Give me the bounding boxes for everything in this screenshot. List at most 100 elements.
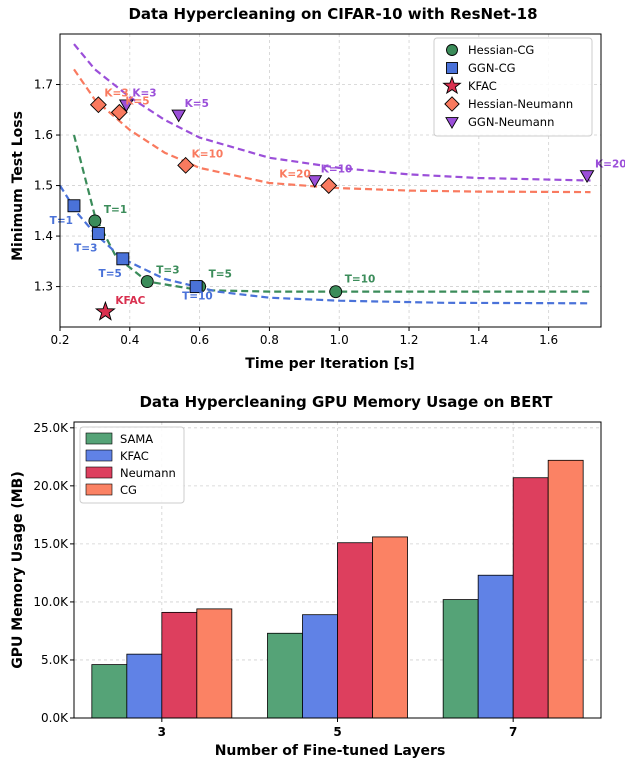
fit-curve-hessian-cg (72, 134, 591, 293)
hessian-neumann-point (89, 96, 107, 114)
chart2-ticks: 0.0K 5.0K 10.0K 15.0K 20.0K 25.0K 3 5 7 (33, 421, 517, 739)
chart2-legend: SAMA KFAC Neumann CG (79, 426, 185, 504)
legend-label-neumann: Neumann (120, 466, 176, 480)
ggn-neumann-point (579, 170, 595, 183)
fit-curve-ggn-neumann (73, 43, 591, 182)
hessian-cg-point-label: T=10 (345, 274, 376, 286)
kfac-point-label: KFAC (115, 295, 145, 307)
ggn-cg-point-label: T=10 (182, 291, 213, 303)
chart1-y-tick-label: 1.4 (34, 229, 53, 243)
hessian-neumann-point-label: K=5 (125, 95, 149, 107)
bar-neumann-5 (337, 542, 373, 719)
chart2-y-tick-label: 20.0K (33, 479, 69, 493)
chart1-x-tick-label: 0.6 (190, 333, 209, 347)
bar-kfac-7 (477, 574, 514, 719)
legend-label-sama: SAMA (120, 432, 153, 446)
kfac-point (94, 300, 116, 321)
hessian-cg-point (140, 275, 154, 288)
chart1-legend: Hessian-CG GGN-CG KFAC Hessian-Neumann GGN-N… (433, 37, 593, 137)
chart1-point-labels: T=1 T=3 T=5 T=10 T=1 T=3 T=5 T=10 KFAC K=3K=5 K=10… (50, 88, 625, 307)
legend-marker-hessian-neumann (444, 96, 460, 112)
chart2-x-tick-label: 3 (158, 725, 166, 739)
hessian-neumann-point (320, 177, 338, 194)
hessian-neumann-point (177, 156, 195, 174)
chart1-y-tick-label: 1.6 (34, 128, 53, 142)
bar-kfac-3 (126, 653, 163, 719)
legend-label-cg: CG (120, 483, 137, 497)
ggn-cg-point-label: T=1 (50, 215, 73, 227)
bar-sama-5 (267, 632, 303, 719)
chart2-bars (91, 459, 584, 719)
chart1-points (67, 96, 595, 321)
hessian-cg-point (329, 285, 343, 299)
chart2-y-tick-label: 25.0K (33, 421, 69, 435)
chart1-x-tick-label: 1.6 (539, 333, 558, 347)
hessian-cg-point-label: T=1 (104, 204, 127, 216)
ggn-cg-point (116, 252, 130, 266)
bar-sama-7 (442, 599, 479, 719)
chart2-y-tick-label: 10.0K (33, 595, 69, 609)
chart1-y-tick-label: 1.3 (34, 280, 53, 294)
chart1-x-tick-label: 1.4 (469, 333, 488, 347)
chart1-title: Data Hypercleaning on CIFAR-10 with ResN… (128, 5, 537, 23)
hessian-neumann-point-label: K=10 (192, 148, 224, 160)
legend-marker-hessian-cg (446, 44, 458, 56)
legend-swatch-kfac (85, 449, 113, 462)
hessian-neumann-point-label: K=20 (279, 169, 311, 181)
fit-curve-ggn-cg (59, 185, 591, 305)
ggn-cg-point (91, 227, 105, 240)
legend-marker-kfac (442, 75, 462, 95)
bar-cg-5 (372, 536, 408, 719)
bar-cg-7 (547, 459, 584, 719)
chart1-y-tick-label: 1.7 (34, 78, 53, 92)
chart1-plot-frame (59, 33, 602, 328)
chart2-title: Data Hypercleaning GPU Memory Usage on B… (139, 393, 553, 411)
chart1-y-axis-label: Minimum Test Loss (10, 111, 26, 261)
chart2-x-tick-label: 5 (333, 725, 341, 739)
chart1-legend-box (433, 37, 593, 137)
ggn-neumann-point (307, 175, 323, 188)
chart2-x-tick-label: 7 (509, 725, 517, 739)
legend-label-kfac: KFAC (120, 449, 149, 463)
bar-neumann-3 (161, 611, 198, 719)
ggn-cg-point (189, 280, 203, 294)
chart1-x-tick-label: 0.4 (120, 333, 139, 347)
ggn-neumann-point-label: K=3 (132, 88, 156, 100)
ggn-cg-point (67, 199, 81, 213)
hessian-cg-point-label: T=3 (156, 265, 179, 277)
ggn-cg-point-label: T=3 (74, 243, 97, 255)
hessian-neumann-point (110, 103, 128, 121)
legend-swatch-cg (85, 483, 113, 496)
legend-label-hessian-neumann: Hessian-Neumann (468, 97, 573, 111)
hessian-cg-point-label: T=5 (209, 269, 232, 281)
chart1-x-tick-label: 1.2 (399, 333, 418, 347)
ggn-cg-point-label: T=5 (99, 268, 122, 280)
chart1-y-tick-label: 1.5 (34, 179, 53, 193)
legend-label-kfac: KFAC (468, 79, 497, 93)
legend-swatch-sama (85, 432, 113, 445)
hessian-cg-point (88, 214, 102, 228)
chart1-x-tick-label: 1.0 (330, 333, 349, 347)
chart2-x-axis-label: Number of Fine-tuned Layers (215, 743, 446, 759)
bar-kfac-5 (302, 614, 338, 719)
chart1-x-tick-label: 0.2 (50, 333, 69, 347)
legend-marker-ggn-cg (446, 62, 458, 74)
bar-cg-3 (196, 608, 233, 719)
chart1-x-axis-label: Time per Iteration [s] (245, 356, 414, 372)
legend-label-ggn-cg: GGN-CG (468, 61, 516, 75)
chart2-y-axis-label: GPU Memory Usage (MB) (10, 471, 26, 668)
chart2-y-tick-label: 0.0K (41, 711, 69, 725)
chart1-x-tick-label: 0.8 (260, 333, 279, 347)
ggn-neumann-point-label: K=10 (321, 164, 353, 176)
legend-label-hessian-cg: Hessian-CG (468, 43, 534, 57)
legend-swatch-neumann (85, 466, 113, 479)
ggn-neumann-point (171, 109, 187, 123)
legend-label-ggn-neumann: GGN-Neumann (468, 115, 554, 129)
chart2-y-tick-label: 15.0K (33, 537, 69, 551)
bar-neumann-7 (512, 477, 549, 719)
fit-curve-hessian-neumann (73, 68, 591, 194)
ggn-neumann-point (118, 99, 134, 113)
bar-sama-3 (91, 664, 128, 719)
legend-marker-ggn-neumann (445, 117, 459, 129)
